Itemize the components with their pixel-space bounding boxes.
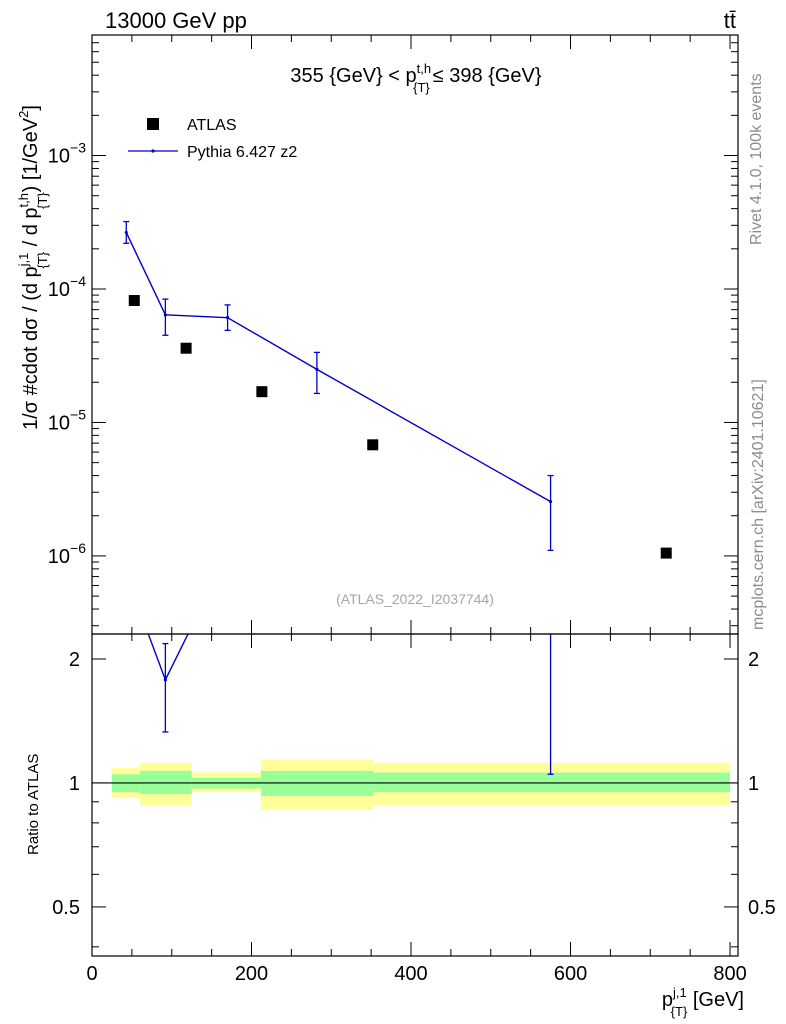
pythia-point (315, 367, 319, 371)
ratio-band-inner (373, 772, 731, 793)
x-tick-label: 0 (86, 963, 97, 985)
ratio-y-tick-label-left: 1 (69, 773, 80, 795)
atlas-point (367, 439, 379, 451)
header-collision-label: 13000 GeV pp (105, 8, 247, 33)
legend-marker-atlas (147, 118, 159, 130)
x-tick-label: 600 (554, 963, 587, 985)
atlas-point (660, 547, 672, 559)
main-y-axis-label: 1/σ #cdot dσ / (d pj,1 {T} / d pt,h {T}) [… (16, 105, 50, 430)
x-tick-label: 200 (235, 963, 268, 985)
ratio-plot-frame (91, 633, 739, 957)
main-panel: 10−6 10−5 10−4 10−3 355 {GeV} < pt,h {T}≤ 39… (16, 34, 739, 635)
rivet-version-label: Rivet 4.1.0, 100k events (748, 73, 765, 245)
legend-label-pythia: Pythia 6.427 z2 (187, 144, 297, 161)
main-y-tick-label: 10−3 (48, 140, 86, 168)
ratio-pythia-point (125, 573, 128, 576)
analysis-id-label: (ATLAS_2022_I2037744) (336, 591, 494, 607)
pythia-point (124, 230, 128, 235)
pythia-point (548, 500, 553, 504)
main-y-tick-label: 10−5 (48, 406, 86, 434)
pythia-point (163, 313, 167, 317)
legend: ATLAS Pythia 6.427 z2 (128, 117, 297, 161)
atlas-point (180, 342, 192, 354)
plot-title: 355 {GeV} < pt,h {T}≤ 398 {GeV} (290, 61, 541, 95)
atlas-point (128, 294, 140, 306)
ratio-axis-ticks (91, 634, 738, 956)
x-tick-label: 800 (713, 963, 746, 985)
x-tick-label: 400 (394, 963, 427, 985)
legend-label-atlas: ATLAS (187, 117, 237, 134)
pythia-point (225, 316, 230, 320)
pythia-line (125, 232, 551, 503)
ratio-y-axis-label: Ratio to ATLAS (25, 754, 42, 855)
x-axis-label: pj,1 {T} [GeV] (662, 985, 744, 1019)
ratio-pythia-point (163, 678, 167, 682)
ratio-y-tick-label-right: 0.5 (748, 897, 776, 919)
main-y-tick-labels: 10−6 10−5 10−4 10−3 (48, 140, 86, 568)
ratio-y-tick-label-left: 0.5 (52, 897, 80, 919)
ratio-pythia-point (315, 547, 318, 550)
atlas-point (256, 386, 268, 398)
x-tick-labels: 0 200 400 600 800 (86, 963, 746, 985)
mcplots-label: mcplots.cern.ch [arXiv:2401.10621] (750, 379, 767, 630)
legend-marker-pythia (151, 149, 155, 153)
ratio-pythia-point (226, 552, 229, 555)
ratio-pythia-line (147, 634, 189, 682)
ratio-panel: 0.5 0.51 12 2 0 200 400 600 800 Ratio to ATLAS … (25, 547, 776, 1019)
ratio-y-tick-label-right: 1 (748, 773, 759, 795)
main-y-tick-label: 10−4 (48, 273, 86, 301)
header-process-label: tt̄ (724, 8, 736, 33)
ratio-y-tick-label-right: 2 (748, 649, 759, 671)
ratio-y-tick-labels: 0.5 0.5 1 1 2 2 (52, 649, 776, 919)
main-y-tick-label: 10−6 (48, 540, 86, 568)
ratio-pythia-point (549, 623, 552, 626)
ratio-y-tick-label-left: 2 (69, 649, 80, 671)
